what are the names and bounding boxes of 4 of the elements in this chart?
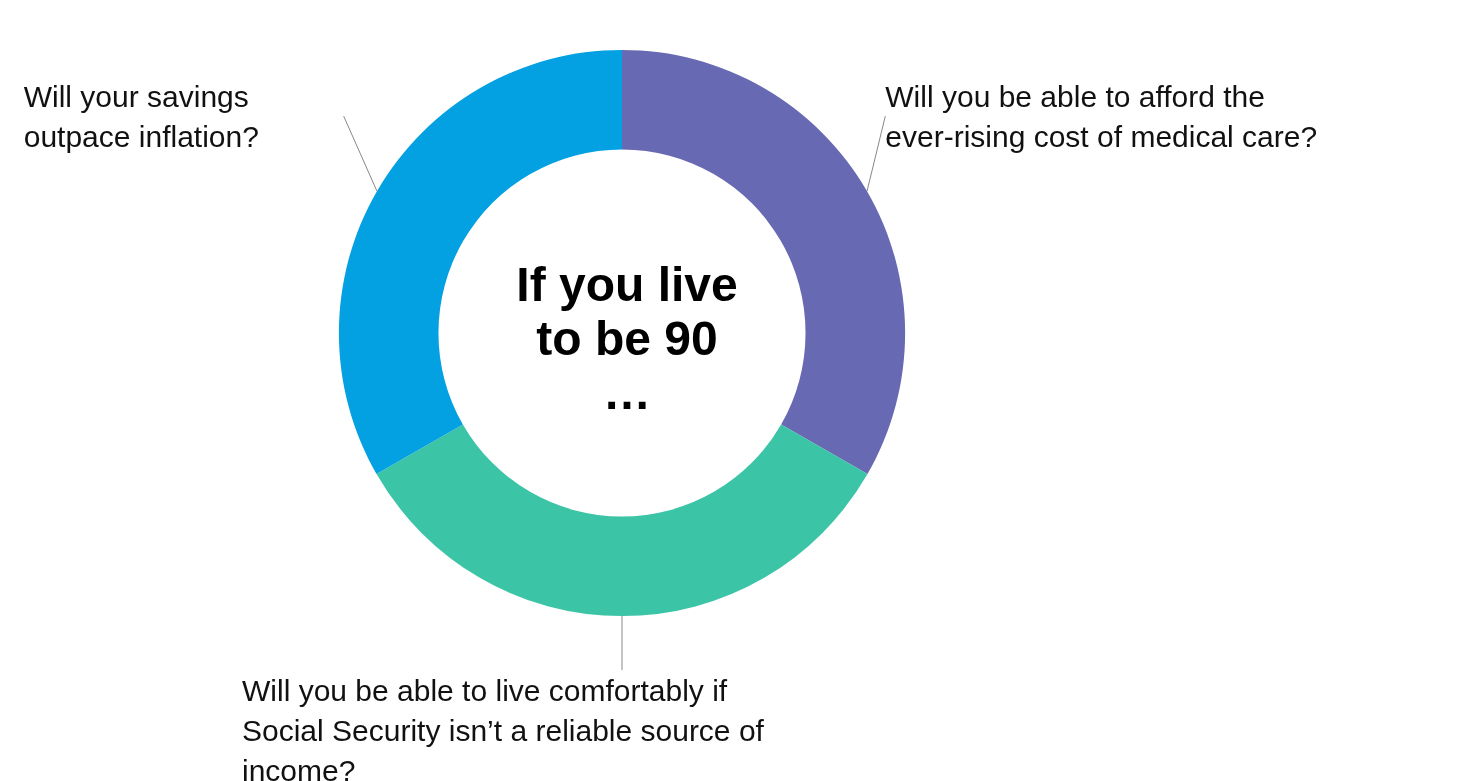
slice-label: Will you be able to afford the ever-rising cost of medical care?: [885, 79, 1318, 153]
slice-label: Will you be able to live comfortably if Social Security isn’t a reliable source of income?: [242, 673, 773, 781]
slice-label: Will your savings outpace inflation?: [23, 79, 259, 153]
text: If you live to be 90 …: [516, 257, 738, 419]
